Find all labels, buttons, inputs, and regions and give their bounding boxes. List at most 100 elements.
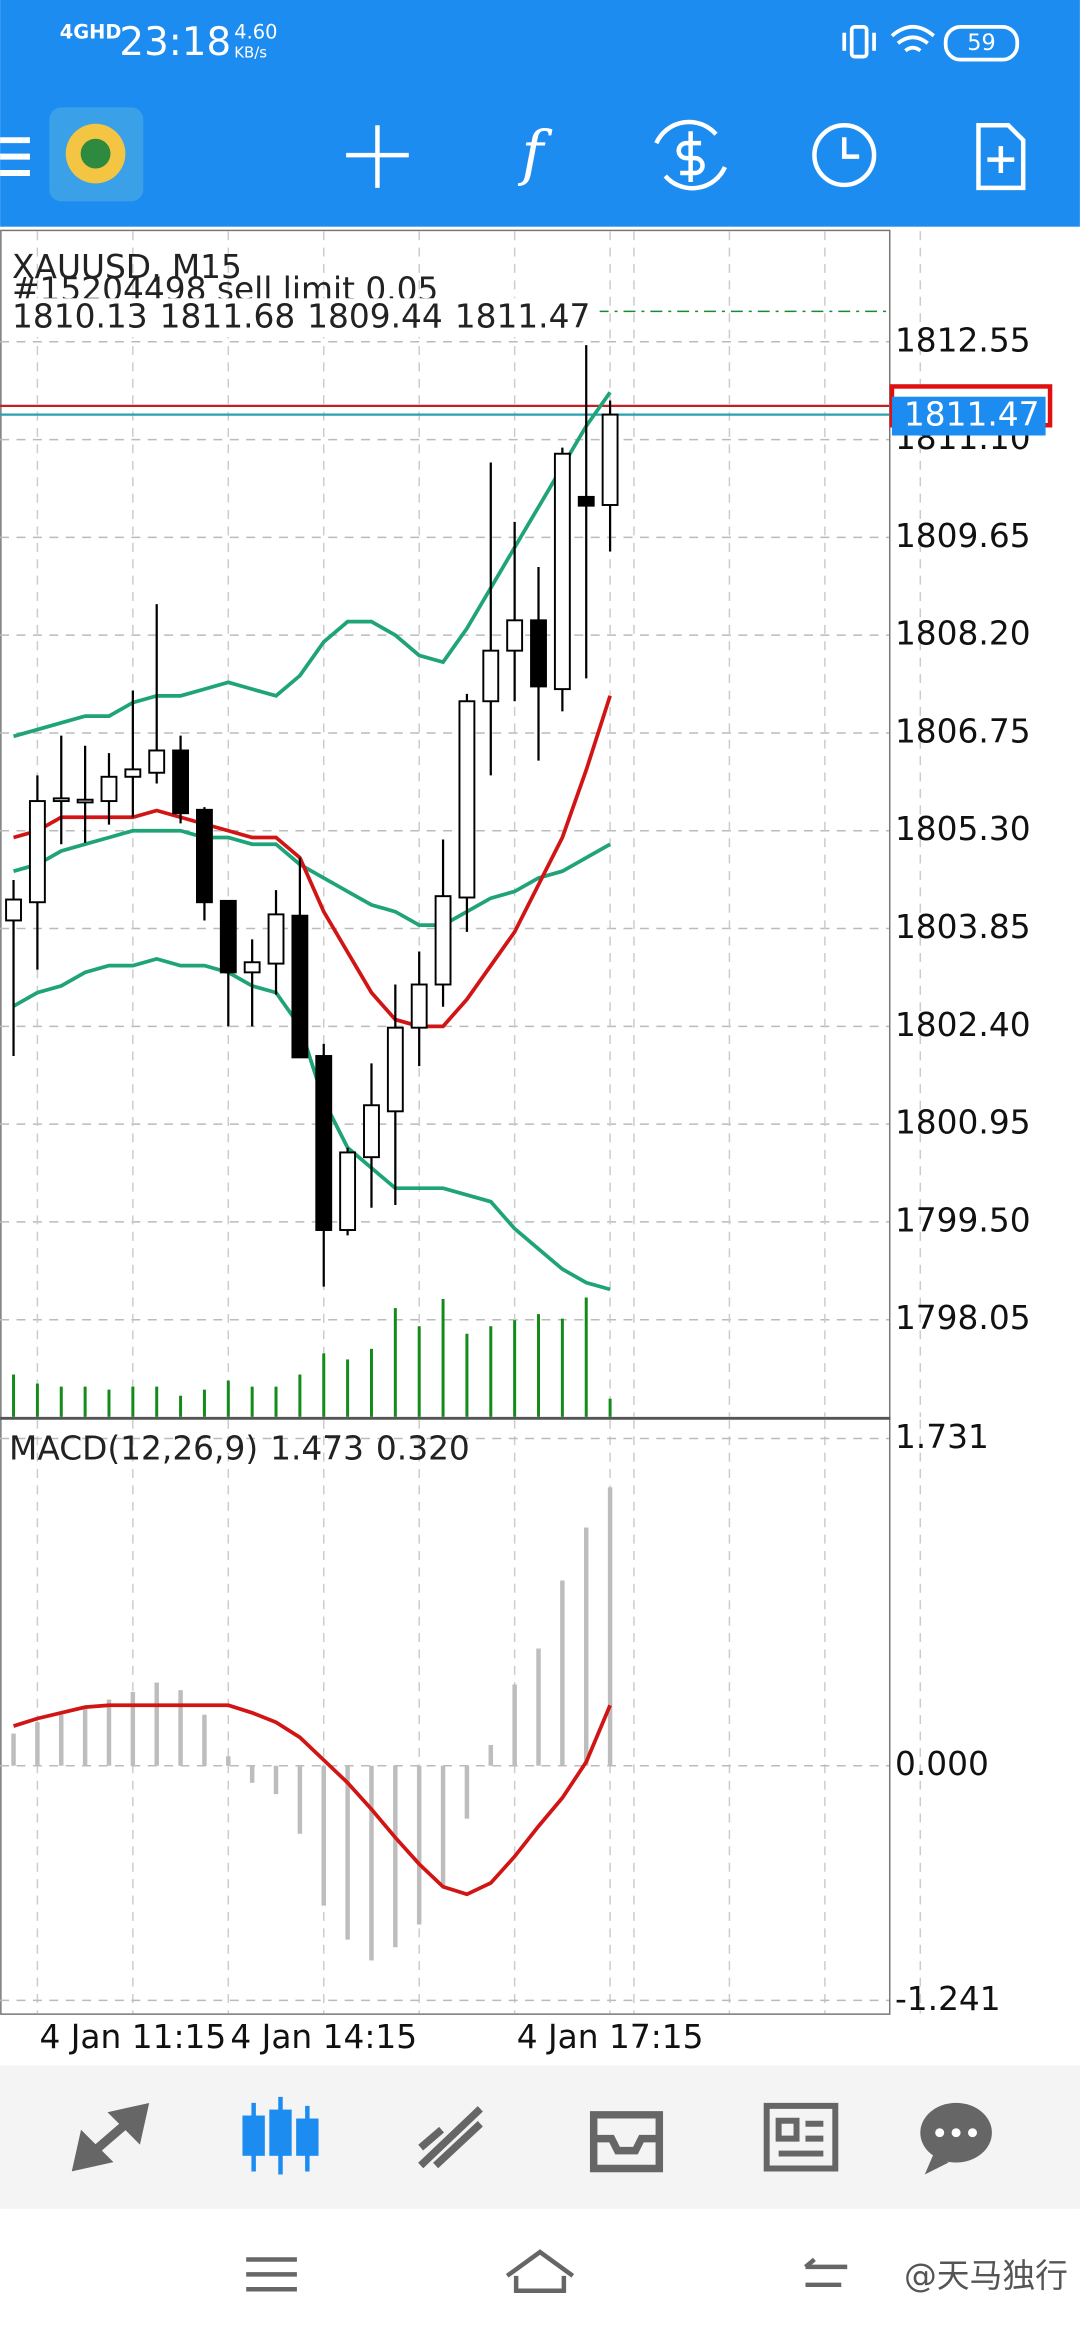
candle-body: [196, 808, 213, 904]
candle-body: [506, 619, 524, 652]
macd-bar: [249, 1765, 255, 1783]
macd-title: MACD(12,26,9) 1.473 0.320: [9, 1429, 470, 1467]
chart-frame: [0, 229, 891, 2015]
network: 4GHD: [60, 20, 122, 43]
volume-bar: [35, 1383, 39, 1417]
volume-bar: [12, 1374, 16, 1417]
moving-average: [13, 695, 612, 1029]
crosshair-button[interactable]: [346, 125, 409, 188]
macd-bar: [154, 1682, 159, 1766]
candle-body: [28, 800, 46, 904]
candle-body: [577, 495, 595, 507]
nav-icons: [71, 2096, 992, 2175]
menu-button[interactable]: [0, 137, 30, 176]
macd-bar: [59, 1714, 64, 1766]
x-tick-label: 4 Jan 17:15: [517, 2018, 704, 2056]
signal-line: [12, 1703, 612, 1897]
macd-bar: [416, 1765, 422, 1925]
candle-body: [482, 649, 500, 703]
volume-bar: [346, 1359, 350, 1417]
trade-tab[interactable]: [418, 2106, 483, 2169]
app-header: [0, 0, 1080, 227]
candle-body: [553, 452, 571, 691]
current-price: 1811.47: [904, 396, 1040, 434]
candle-body: [52, 797, 70, 803]
new-order-button[interactable]: [976, 123, 1026, 191]
macd-bar: [488, 1744, 494, 1766]
volume-bar: [59, 1386, 63, 1417]
y-tick-label: 0.000: [895, 1745, 989, 1783]
candle-body: [339, 1151, 357, 1231]
macd-bar: [440, 1765, 446, 1887]
y-tick-label: 1809.65: [895, 517, 1031, 555]
battery: 59: [967, 30, 995, 56]
macd-bar: [560, 1580, 565, 1766]
volume-bar: [513, 1320, 517, 1417]
low: 1809.44: [307, 297, 443, 335]
volume-bar: [179, 1395, 183, 1417]
volume-bar: [417, 1326, 421, 1417]
chart-labels: #15204498 sell limit 0.05 XAUUSD, M15 18…: [3, 248, 600, 1467]
volume-bar: [489, 1326, 493, 1417]
quotes-tab[interactable]: [71, 2102, 150, 2172]
high: 1811.68: [160, 297, 296, 335]
y-tick-label: 1798.05: [895, 1299, 1031, 1337]
macd-bar: [202, 1714, 207, 1766]
candle-body: [219, 899, 237, 974]
volume-bar: [131, 1386, 135, 1417]
macd-bar: [583, 1527, 589, 1766]
candle-body: [601, 413, 619, 506]
y-tick-label: 1812.55: [895, 321, 1031, 359]
macd-bar: [130, 1692, 136, 1766]
volume-bar: [274, 1386, 278, 1417]
volume-bar: [298, 1374, 302, 1417]
macd-bar: [464, 1765, 470, 1819]
volume-bar: [441, 1299, 445, 1417]
candle-body: [148, 749, 166, 774]
candle-body: [386, 1026, 404, 1113]
open: 1810.13: [12, 297, 148, 335]
volume-bar: [83, 1386, 87, 1417]
back-button[interactable]: [804, 2257, 848, 2288]
bollinger-band: [13, 391, 612, 739]
news-tab[interactable]: [763, 2102, 839, 2172]
home-button[interactable]: [505, 2249, 575, 2294]
macd-bar: [106, 1699, 112, 1766]
bottom-nav: [0, 2065, 1080, 2209]
system-nav: [246, 2249, 848, 2294]
volume-bar: [393, 1308, 397, 1417]
volume-bar: [369, 1348, 373, 1417]
clock: 23:18: [119, 20, 231, 65]
y-tick-label: 1.731: [895, 1418, 989, 1456]
trade-button[interactable]: [654, 119, 727, 191]
speed-unit: KB/s: [234, 44, 267, 62]
volume-bar: [250, 1386, 254, 1417]
volume-bar: [322, 1353, 326, 1417]
x-tick-label: 4 Jan 11:15: [39, 2018, 226, 2056]
macd-name: MACD(12,26,9): [9, 1429, 258, 1467]
volume-bar: [465, 1333, 469, 1417]
history-button[interactable]: [812, 123, 877, 188]
macd-main: 1.473: [270, 1429, 364, 1467]
history-tab[interactable]: [589, 2111, 664, 2173]
candle-body: [434, 895, 452, 986]
macd-bar: [607, 1487, 613, 1766]
volume-bar: [608, 1398, 612, 1417]
chat-tab[interactable]: [920, 2102, 992, 2175]
candle-body: [530, 619, 547, 688]
y-tick-label: 1800.95: [895, 1104, 1031, 1142]
macd-bar: [345, 1765, 350, 1940]
candle-body: [76, 798, 94, 804]
chart-tab[interactable]: [242, 2096, 319, 2175]
macd-bar: [297, 1765, 303, 1834]
recent-button[interactable]: [246, 2257, 297, 2292]
volume-bar: [202, 1389, 206, 1417]
macd-bar: [536, 1648, 541, 1766]
macd-signal: 0.320: [376, 1429, 470, 1467]
candle-body: [5, 898, 22, 922]
y-tick-label: 1803.85: [895, 908, 1031, 946]
candle-body: [172, 749, 190, 815]
candle-body: [100, 775, 118, 803]
candle-body: [124, 768, 142, 778]
plot: [0, 231, 922, 2014]
